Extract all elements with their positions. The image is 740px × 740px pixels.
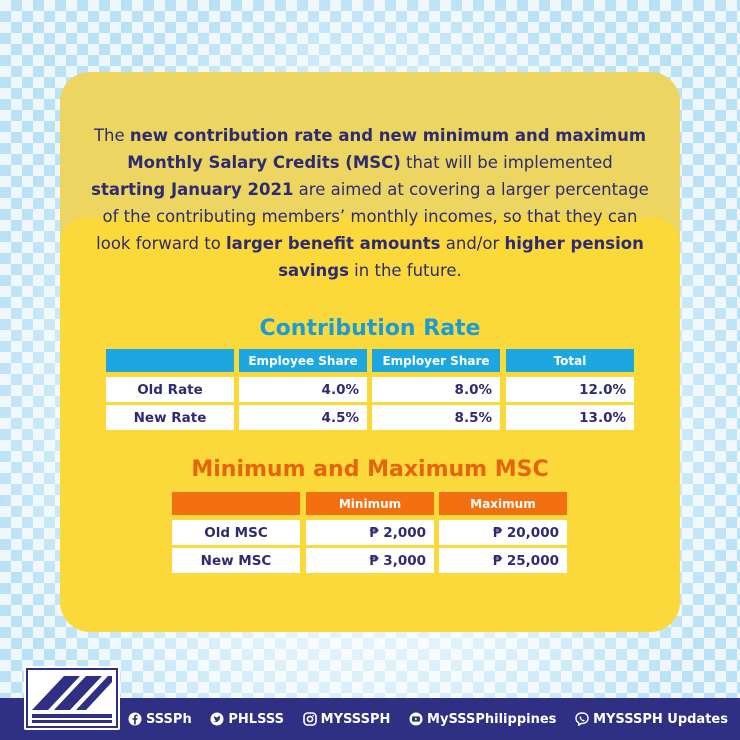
card-curve xyxy=(60,217,680,277)
intro-text: The xyxy=(93,126,130,145)
sss-logo xyxy=(24,666,120,730)
intro-bold: new contribution rate and new minimum an… xyxy=(127,126,647,172)
footer-bar xyxy=(0,698,740,740)
youtube-icon xyxy=(409,712,423,726)
employee-share-header: Employee Share xyxy=(239,349,367,372)
msc-header-blank xyxy=(172,492,300,515)
new-msc-minimum: ₱ 3,000 xyxy=(306,548,434,573)
social-youtube[interactable]: MySSSPhilippines xyxy=(409,712,556,727)
youtube-handle: MySSSPhilippines xyxy=(427,711,557,727)
twitter-handle: PHLSSS xyxy=(228,711,284,727)
old-rate-label: Old Rate xyxy=(106,377,234,402)
intro-text: in the future. xyxy=(348,261,462,280)
old-employer-share: 8.0% xyxy=(372,377,500,402)
contribution-header-blank xyxy=(106,349,234,372)
social-instagram[interactable]: MYSSSPH xyxy=(302,711,391,727)
social-twitter[interactable]: PHLSSS xyxy=(210,712,284,727)
contribution-rate-title: Contribution Rate xyxy=(259,316,481,341)
social-links: SSSPh PHLSSS MYSSSPH MySSSPhilippines MY… xyxy=(128,698,728,740)
social-facebook[interactable]: SSSPh xyxy=(128,712,192,727)
intro-paragraph: The new contribution rate and new minimu… xyxy=(90,122,650,284)
old-msc-maximum: ₱ 20,000 xyxy=(439,520,567,545)
card-top-band xyxy=(60,72,680,242)
intro-bold: larger benefit amounts xyxy=(226,234,441,253)
social-viber[interactable]: MYSSSPH Updates xyxy=(575,712,728,727)
sss-logo-mark xyxy=(26,668,118,728)
intro-text: and/or xyxy=(440,234,505,253)
intro-text: that will be implemented xyxy=(400,153,613,172)
facebook-icon xyxy=(128,712,142,726)
intro-text: are aimed at covering a larger percentag… xyxy=(96,180,649,253)
old-employee-share: 4.0% xyxy=(239,377,367,402)
minimum-header: Minimum xyxy=(306,492,434,515)
new-rate-label: New Rate xyxy=(106,405,234,430)
msc-title: Minimum and Maximum MSC xyxy=(191,457,549,482)
twitter-icon xyxy=(210,712,224,726)
old-total: 12.0% xyxy=(506,377,634,402)
instagram-handle: MYSSSPH xyxy=(320,711,391,727)
total-header: Total xyxy=(506,349,634,372)
employer-share-header: Employer Share xyxy=(372,349,500,372)
intro-bold: starting January 2021 xyxy=(91,180,294,199)
intro-bold: higher pension savings xyxy=(278,234,644,280)
instagram-icon xyxy=(302,712,317,726)
facebook-handle: SSSPh xyxy=(146,711,192,727)
maximum-header: Maximum xyxy=(439,492,567,515)
viber-icon xyxy=(575,712,589,726)
new-total: 13.0% xyxy=(506,405,634,430)
new-employer-share: 8.5% xyxy=(372,405,500,430)
new-msc-maximum: ₱ 25,000 xyxy=(439,548,567,573)
viber-handle: MYSSSPH Updates xyxy=(593,711,728,727)
new-msc-label: New MSC xyxy=(172,548,300,573)
old-msc-minimum: ₱ 2,000 xyxy=(306,520,434,545)
new-employee-share: 4.5% xyxy=(239,405,367,430)
old-msc-label: Old MSC xyxy=(172,520,300,545)
